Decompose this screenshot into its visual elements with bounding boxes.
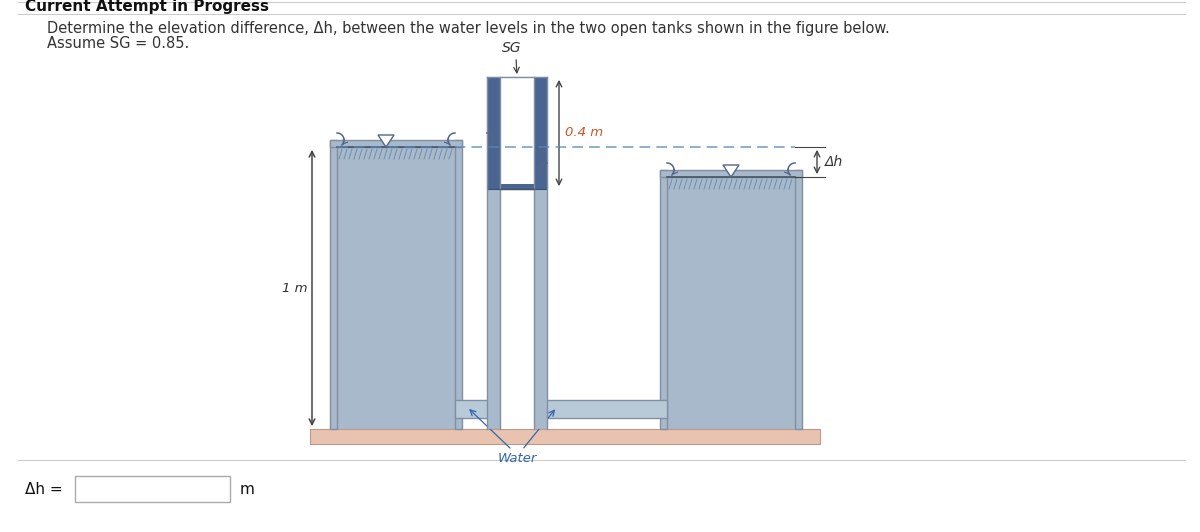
Bar xyxy=(500,77,534,184)
Bar xyxy=(330,140,337,429)
Bar xyxy=(310,429,820,444)
Bar xyxy=(660,170,667,429)
Text: Assume SG = 0.85.: Assume SG = 0.85. xyxy=(47,37,190,52)
Text: Current Attempt in Progress: Current Attempt in Progress xyxy=(25,0,269,13)
Text: 1 m: 1 m xyxy=(282,281,307,295)
Bar xyxy=(500,189,534,429)
Bar xyxy=(487,189,547,429)
Bar xyxy=(330,140,462,147)
Text: Δh: Δh xyxy=(826,155,844,169)
Bar xyxy=(455,400,494,418)
Bar xyxy=(796,170,802,429)
Bar xyxy=(337,147,455,429)
Bar xyxy=(667,177,796,429)
Text: Determine the elevation difference, Δh, between the water levels in the two open: Determine the elevation difference, Δh, … xyxy=(47,21,889,37)
Polygon shape xyxy=(378,135,394,147)
Bar xyxy=(660,170,802,177)
Bar xyxy=(540,400,667,418)
Polygon shape xyxy=(722,165,739,177)
Text: 0.4 m: 0.4 m xyxy=(565,127,604,139)
Text: Water: Water xyxy=(497,452,536,465)
Bar xyxy=(74,476,230,502)
Bar xyxy=(455,140,462,429)
Bar xyxy=(487,77,547,189)
Text: Δh =: Δh = xyxy=(25,481,62,496)
Text: m: m xyxy=(240,481,254,496)
Text: SG: SG xyxy=(503,41,522,55)
